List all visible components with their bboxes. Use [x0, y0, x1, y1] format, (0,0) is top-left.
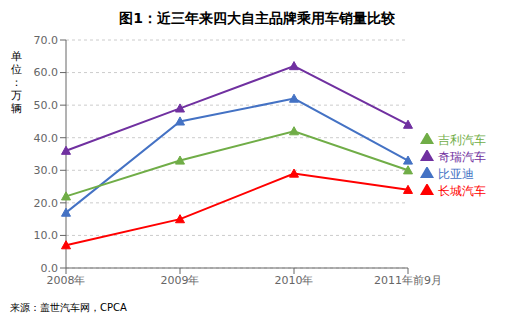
- svg-text:2011年前9月: 2011年前9月: [374, 274, 442, 287]
- html-text:图1：近三年来四大自主品牌乘用车销量比较: 图1：近三年来四大自主品牌乘用车销量比较: [119, 10, 395, 26]
- html-text:奇瑞汽车: 奇瑞汽车: [438, 149, 486, 164]
- svg-text:10.0: 10.0: [34, 229, 59, 242]
- svg-text:20.0: 20.0: [34, 197, 59, 210]
- html-text:单: 单: [10, 50, 22, 63]
- html-text:辆: 辆: [10, 102, 22, 115]
- svg-text:60.0: 60.0: [34, 66, 59, 79]
- svg-text:30.0: 30.0: [34, 164, 59, 177]
- svg-text:40.0: 40.0: [34, 132, 59, 145]
- html-text:万: 万: [10, 89, 22, 102]
- svg-text:2009年: 2009年: [161, 274, 200, 287]
- html-text:比亚迪: 比亚迪: [438, 166, 474, 181]
- svg-text:50.0: 50.0: [34, 99, 59, 112]
- html-text:吉利汽车: 吉利汽车: [438, 132, 486, 147]
- svg-text:70.0: 70.0: [34, 34, 59, 47]
- html-text:位: 位: [10, 63, 22, 76]
- svg-text:2010年: 2010年: [275, 274, 314, 287]
- html-text:长城汽车: 长城汽车: [438, 183, 486, 198]
- html-text:来源：盖世汽车网，CPCA: 来源：盖世汽车网，CPCA: [10, 302, 127, 313]
- svg-text:2008年: 2008年: [47, 274, 86, 287]
- svg-text:0.0: 0.0: [41, 262, 59, 275]
